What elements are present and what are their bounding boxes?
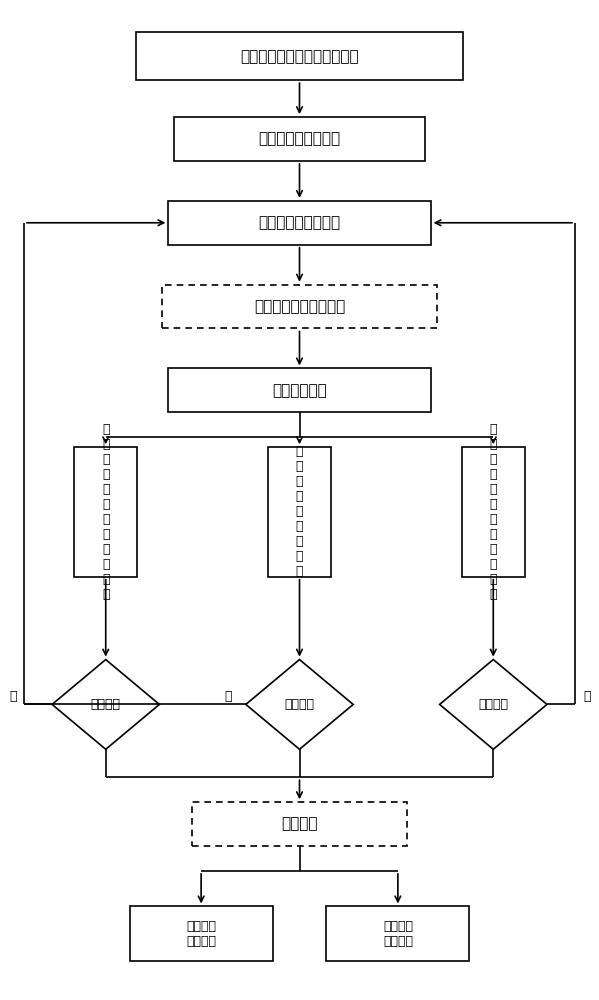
Bar: [162, 285, 437, 328]
Text: 识别结果
语音播报: 识别结果 语音播报: [186, 920, 216, 948]
Bar: [326, 906, 470, 961]
Text: 否: 否: [583, 690, 591, 703]
Text: 图像预处理及信息提取: 图像预处理及信息提取: [254, 299, 345, 314]
Text: 路
侧
车
道
指
示
标
志
特
征
匹
配: 路 侧 车 道 指 示 标 志 特 征 匹 配: [102, 423, 110, 601]
Polygon shape: [52, 660, 159, 749]
Text: 信
号
灯
数
字
特
征
匹
配: 信 号 灯 数 字 特 征 匹 配: [296, 445, 303, 578]
Text: 图像信息识别: 图像信息识别: [272, 383, 327, 398]
Polygon shape: [440, 660, 547, 749]
Bar: [462, 447, 525, 577]
Text: 是否匹配: 是否匹配: [285, 698, 314, 711]
Bar: [135, 32, 464, 80]
Text: 视频信息的图像提取: 视频信息的图像提取: [258, 215, 341, 230]
Bar: [268, 447, 331, 577]
Text: 是否匹配: 是否匹配: [90, 698, 121, 711]
Text: 否: 否: [10, 690, 17, 703]
Bar: [74, 447, 137, 577]
Text: 识别结果: 识别结果: [282, 817, 317, 832]
Bar: [129, 906, 273, 961]
Text: 车载设备采集交叉口视频信息: 车载设备采集交叉口视频信息: [240, 49, 359, 64]
Bar: [192, 802, 407, 846]
Text: 信
号
灯
颜
色
及
方
向
特
征
匹
配: 信 号 灯 颜 色 及 方 向 特 征 匹 配: [489, 423, 497, 601]
Text: 实时定位、距离判断: 实时定位、距离判断: [258, 132, 341, 147]
Polygon shape: [246, 660, 353, 749]
Text: 识别结果
屏幕显示: 识别结果 屏幕显示: [383, 920, 413, 948]
Bar: [168, 368, 431, 412]
Text: 是否匹配: 是否匹配: [478, 698, 509, 711]
Bar: [174, 117, 425, 161]
Text: 否: 否: [224, 690, 232, 703]
Bar: [168, 201, 431, 245]
